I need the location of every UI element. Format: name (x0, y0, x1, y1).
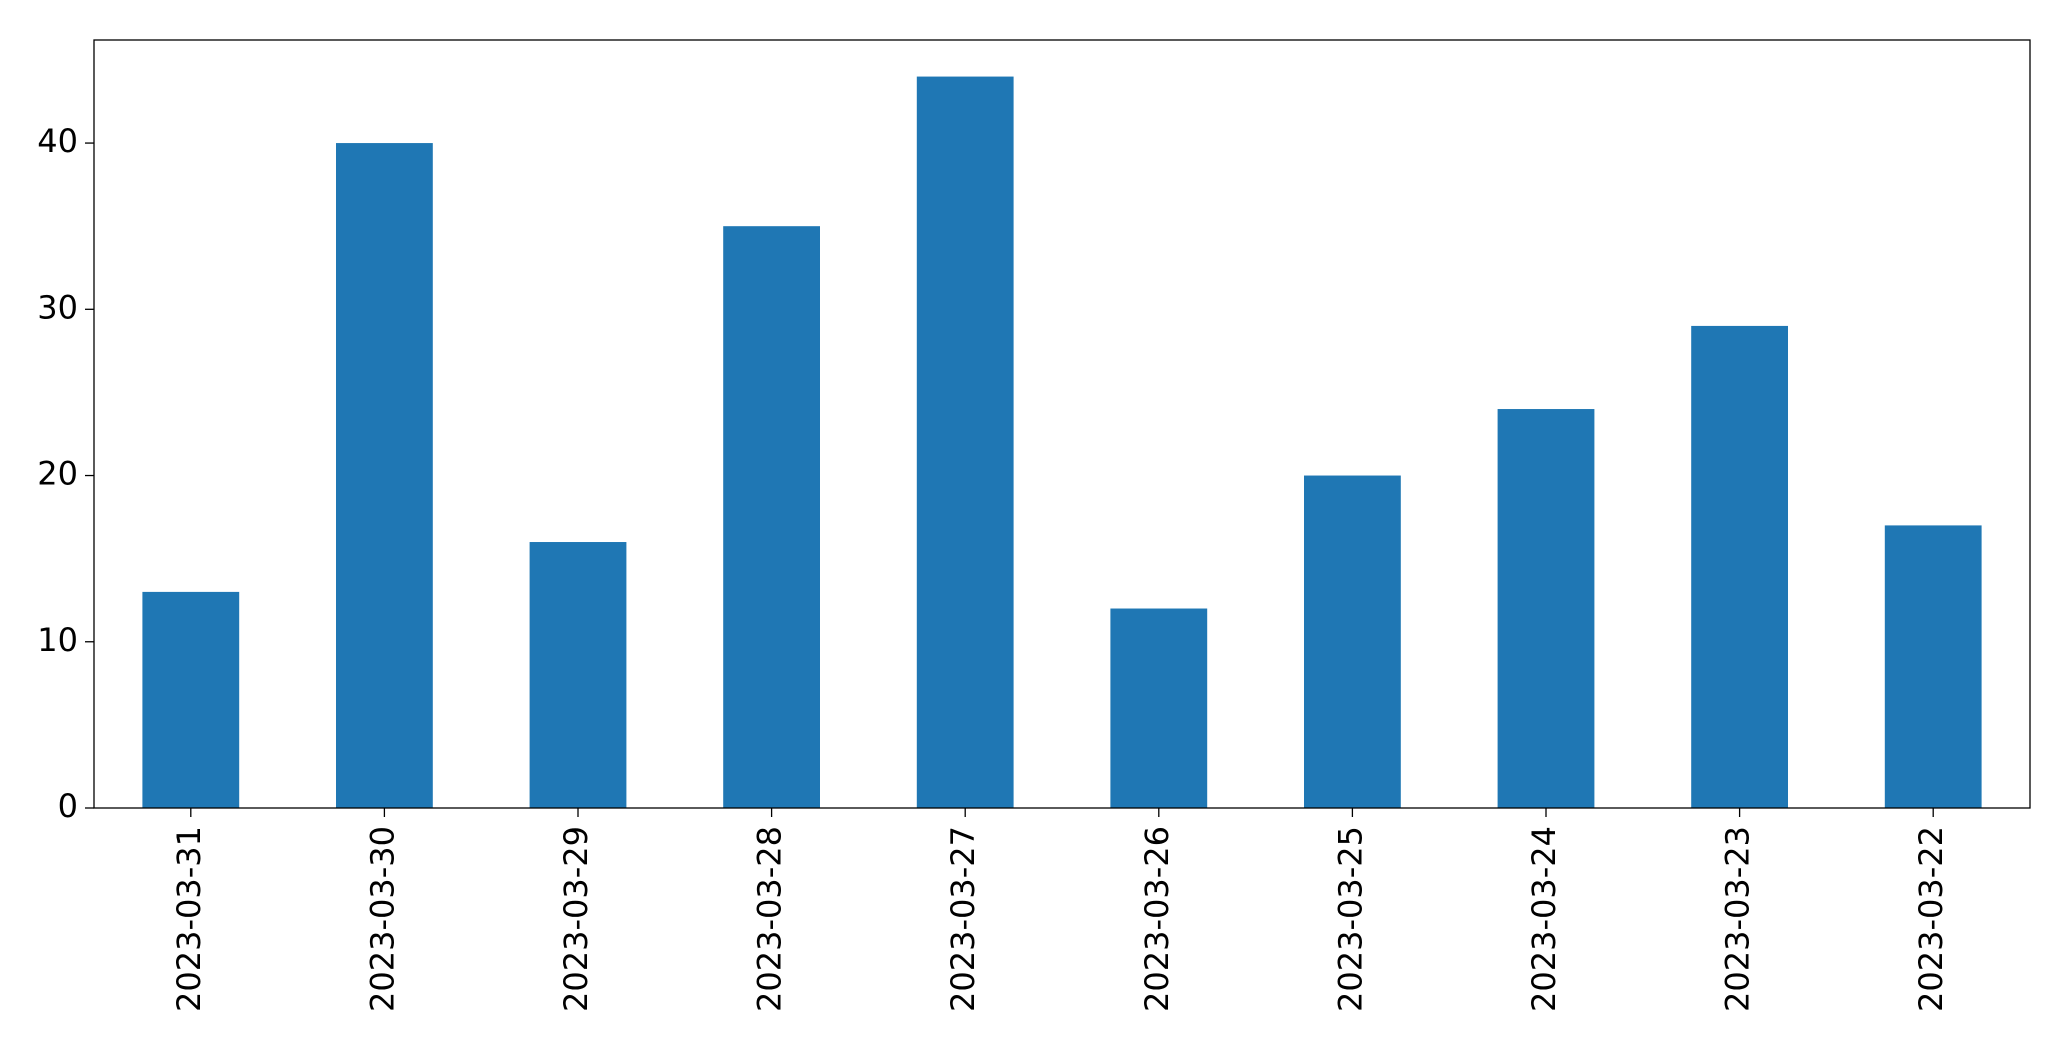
bar (336, 143, 433, 808)
y-tick-label: 0 (58, 787, 78, 825)
bar (723, 226, 820, 808)
bar (1691, 325, 1788, 808)
x-tick-label: 2023-03-22 (1912, 826, 1950, 1012)
bar (142, 591, 240, 808)
bar (1110, 608, 1208, 808)
bar (916, 76, 1014, 809)
y-tick-label: 20 (37, 455, 78, 493)
y-tick-label: 30 (37, 288, 78, 326)
x-tick-label: 2023-03-24 (1525, 826, 1563, 1012)
plot-frame (93, 39, 2031, 809)
bar (1497, 409, 1595, 808)
y-tick-label: 40 (37, 122, 78, 160)
x-tick-label: 2023-03-29 (557, 826, 595, 1012)
x-tick-label: 2023-03-25 (1331, 826, 1369, 1012)
x-tick-label: 2023-03-31 (170, 826, 208, 1012)
bar (1304, 475, 1401, 808)
x-tick-label: 2023-03-27 (944, 826, 982, 1012)
y-tick-label: 10 (37, 621, 78, 659)
x-tick-label: 2023-03-28 (751, 826, 789, 1012)
x-tick-label: 2023-03-23 (1719, 826, 1757, 1012)
bar (529, 542, 627, 808)
x-tick-label: 2023-03-26 (1138, 826, 1176, 1012)
bar (1884, 525, 1982, 808)
x-tick-label: 2023-03-30 (363, 826, 401, 1012)
